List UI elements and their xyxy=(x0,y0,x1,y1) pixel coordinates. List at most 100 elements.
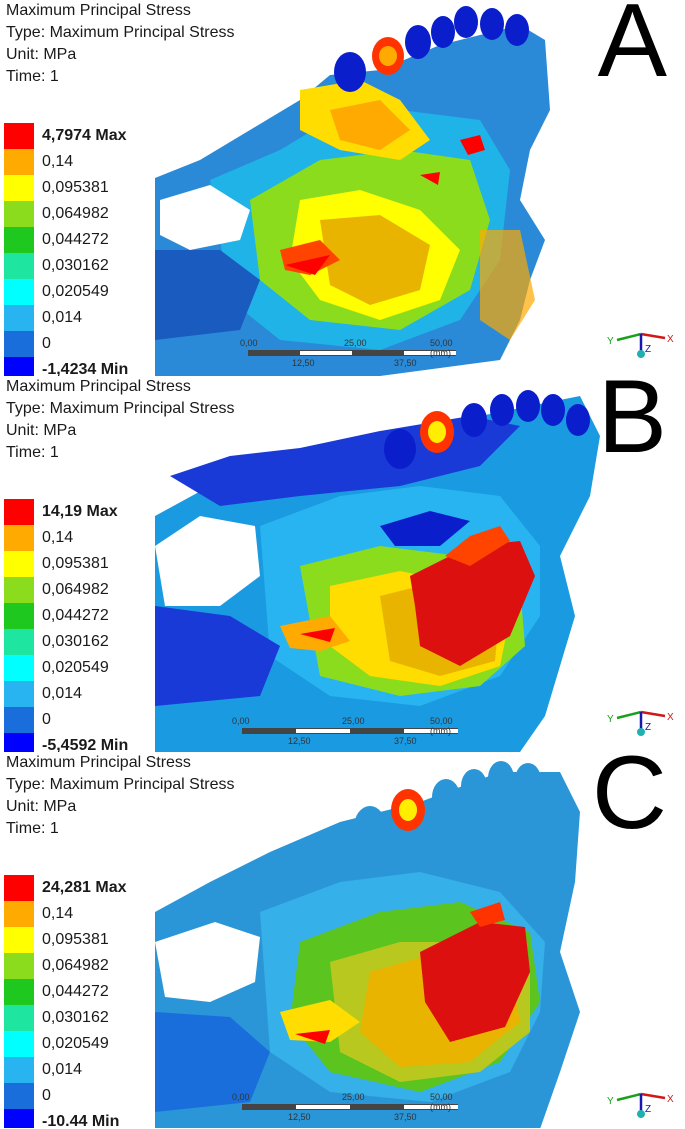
axis-z-label: Z xyxy=(645,722,651,733)
result-time: Time: 1 xyxy=(6,68,59,85)
scale-mid-label: 25,00 xyxy=(342,716,365,726)
axis-x-label: X xyxy=(667,1094,674,1105)
legend-min-label: -1,4234 Min xyxy=(42,361,129,376)
result-type: Type: Maximum Principal Stress xyxy=(6,400,235,417)
result-time: Time: 1 xyxy=(6,444,59,461)
legend-swatch xyxy=(4,305,34,331)
result-unit: Unit: MPa xyxy=(6,46,77,63)
legend-label: 0 xyxy=(42,335,51,352)
legend-swatch xyxy=(4,357,34,376)
legend-label: 0,095381 xyxy=(42,555,109,572)
scale-end-label: 50,00 (mm) xyxy=(430,338,453,358)
axis-triad-icon: X Y Z xyxy=(607,1092,674,1118)
scale-q3-label: 37,50 xyxy=(394,1112,417,1122)
legend-label: 0,044272 xyxy=(42,607,109,624)
scale-bar: 0,00 25,00 50,00 (mm) 12,50 37,50 xyxy=(232,1092,472,1126)
scale-q3-label: 37,50 xyxy=(394,358,417,368)
axis-y-label: Y xyxy=(607,336,614,347)
panel-letter: B xyxy=(597,376,667,475)
scale-q1-label: 12,50 xyxy=(292,358,315,368)
stress-contour-model-a xyxy=(155,6,550,376)
legend-max-label: 14,19 Max xyxy=(42,503,118,520)
stress-contour-model-c xyxy=(155,761,580,1128)
legend-label: 0,095381 xyxy=(42,179,109,196)
legend-label: 0,064982 xyxy=(42,957,109,974)
result-header: Maximum Principal Stress Type: Maximum P… xyxy=(6,752,235,840)
legend-swatch xyxy=(4,525,34,551)
legend-label: 0,044272 xyxy=(42,983,109,1000)
result-type: Type: Maximum Principal Stress xyxy=(6,776,235,793)
legend-swatch xyxy=(4,1057,34,1083)
axis-x-label: X xyxy=(667,334,674,345)
result-header: Maximum Principal Stress Type: Maximum P… xyxy=(6,376,235,464)
legend-min-label: -5,4592 Min xyxy=(42,737,129,752)
scale-start-label: 0,00 xyxy=(232,1092,250,1102)
legend-swatch xyxy=(4,175,34,201)
legend-swatch xyxy=(4,1083,34,1109)
legend-label: 0,14 xyxy=(42,905,74,922)
legend-min-label: -10.44 Min xyxy=(42,1113,120,1128)
legend-swatch xyxy=(4,603,34,629)
legend-swatch xyxy=(4,201,34,227)
scale-end-label: 50,00 (mm) xyxy=(430,716,453,736)
scale-q1-label: 12,50 xyxy=(288,736,311,746)
legend-label: 0,020549 xyxy=(42,283,109,300)
legend-swatch xyxy=(4,123,34,149)
scale-mid-label: 25,00 xyxy=(342,1092,365,1102)
legend-label: 0,095381 xyxy=(42,931,109,948)
legend-label: 0,020549 xyxy=(42,659,109,676)
panel-c: Maximum Principal Stress Type: Maximum P… xyxy=(0,752,685,1128)
legend-swatch xyxy=(4,331,34,357)
legend-swatch xyxy=(4,927,34,953)
result-title: Maximum Principal Stress xyxy=(6,378,191,395)
legend-label: 0,14 xyxy=(42,529,74,546)
legend-swatch xyxy=(4,707,34,733)
legend-label: 0,14 xyxy=(42,153,74,170)
panel-letter: A xyxy=(597,0,667,99)
result-unit: Unit: MPa xyxy=(6,798,77,815)
legend-label: 0,014 xyxy=(42,309,83,326)
axis-z-label: Z xyxy=(645,1104,651,1115)
axis-triad-icon: X Y Z xyxy=(607,710,674,736)
scale-start-label: 0,00 xyxy=(240,338,258,348)
result-title: Maximum Principal Stress xyxy=(6,2,191,19)
scale-q1-label: 12,50 xyxy=(288,1112,311,1122)
legend-swatch xyxy=(4,979,34,1005)
stress-contour-model-b xyxy=(155,390,600,752)
axis-z-label: Z xyxy=(645,344,651,355)
legend-label: 0,014 xyxy=(42,685,83,702)
scale-start-label: 0,00 xyxy=(232,716,250,726)
legend-label: 0,030162 xyxy=(42,1009,109,1026)
legend-swatch xyxy=(4,953,34,979)
legend-swatch xyxy=(4,655,34,681)
panel-b: Maximum Principal Stress Type: Maximum P… xyxy=(0,376,685,752)
legend-label: 0 xyxy=(42,711,51,728)
legend-swatch xyxy=(4,279,34,305)
axis-x-label: X xyxy=(667,712,674,723)
result-title: Maximum Principal Stress xyxy=(6,754,191,771)
legend-swatch xyxy=(4,253,34,279)
result-header: Maximum Principal Stress Type: Maximum P… xyxy=(6,0,235,88)
legend-swatch xyxy=(4,149,34,175)
scale-mid-label: 25,00 xyxy=(344,338,367,348)
legend-label: 0,030162 xyxy=(42,257,109,274)
result-unit: Unit: MPa xyxy=(6,422,77,439)
axis-y-label: Y xyxy=(607,714,614,725)
legend-swatch xyxy=(4,551,34,577)
legend-swatch xyxy=(4,733,34,752)
legend-swatch xyxy=(4,901,34,927)
legend-label: 0,064982 xyxy=(42,581,109,598)
panel-a: Maximum Principal Stress Type: Maximum P… xyxy=(0,0,685,376)
scale-q3-label: 37,50 xyxy=(394,736,417,746)
panel-letter: C xyxy=(591,752,667,851)
legend-label: 0,030162 xyxy=(42,633,109,650)
axis-triad-icon: X Y Z xyxy=(607,332,674,358)
legend-swatch xyxy=(4,1005,34,1031)
scale-bar: 0,00 25,00 50,00 (mm) 12,50 37,50 xyxy=(240,338,470,372)
legend-swatch xyxy=(4,875,34,901)
legend-swatch xyxy=(4,1031,34,1057)
result-type: Type: Maximum Principal Stress xyxy=(6,24,235,41)
legend-max-label: 4,7974 Max xyxy=(42,127,127,144)
legend-label: 0,064982 xyxy=(42,205,109,222)
legend-swatch xyxy=(4,629,34,655)
